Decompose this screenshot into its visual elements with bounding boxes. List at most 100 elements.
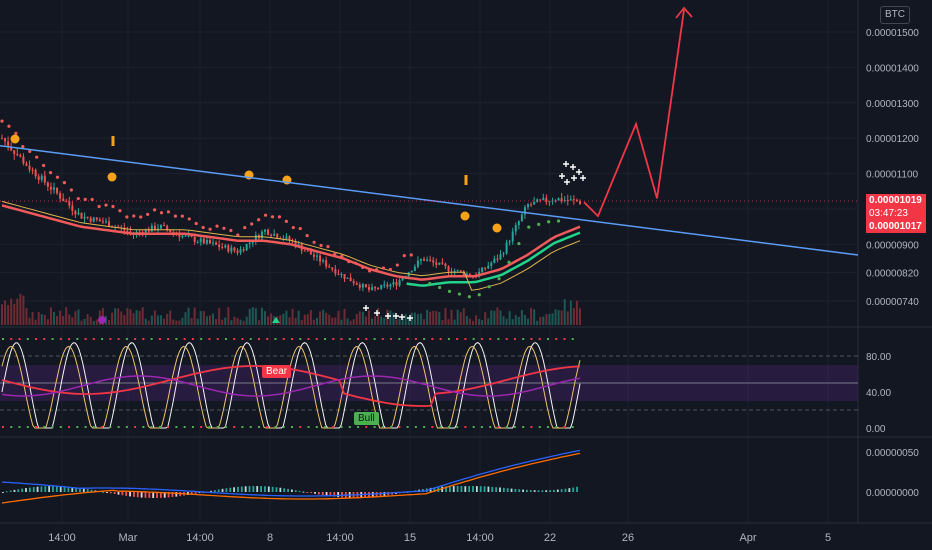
stoch-dot [101, 338, 104, 340]
volume-bar [108, 320, 111, 325]
macd-histogram-bar [522, 489, 524, 492]
volume-bar [548, 314, 551, 325]
sar-dot [14, 131, 18, 135]
volume-bar [279, 315, 282, 325]
stoch-dot [26, 426, 29, 428]
plus-marker [563, 161, 569, 167]
stoch-dot [150, 338, 153, 340]
macd-histogram-bar [159, 492, 162, 498]
stoch-dot [522, 426, 525, 428]
sar-dot [0, 119, 4, 123]
candle-body [147, 229, 150, 232]
volume-bar [260, 307, 263, 325]
macd-histogram-bar [32, 487, 35, 492]
plus-marker [393, 313, 399, 319]
macd-histogram-bar [210, 490, 212, 492]
candle-body [441, 262, 444, 264]
stoch-dot [274, 426, 277, 428]
time-tick-label: 14:00 [186, 532, 214, 544]
sar-dot [48, 171, 53, 175]
candle-body [566, 200, 569, 202]
time-tick-label: Apr [739, 532, 756, 544]
stoch-dot [423, 426, 426, 428]
candle-body [49, 186, 52, 190]
candle-body [65, 201, 68, 203]
signal-dot [107, 172, 117, 182]
sar-dot [42, 163, 46, 168]
volume-bar [520, 310, 523, 325]
volume-bar [453, 319, 456, 325]
stoch-dot [35, 426, 38, 428]
macd-histogram-bar [429, 487, 432, 492]
candle-body [46, 182, 49, 187]
stoch-dot [307, 338, 310, 340]
stoch-dot [125, 338, 128, 340]
volume-bar [248, 308, 251, 325]
candle-body [331, 267, 334, 270]
sar-dot [263, 213, 268, 217]
macd-histogram-bar [317, 492, 320, 495]
macd-histogram-bar [487, 486, 490, 492]
volume-bar [352, 319, 355, 325]
sar-dot [111, 204, 115, 209]
macd-histogram-bar [306, 492, 309, 493]
stoch-dot [439, 338, 442, 340]
macd-histogram-bar [55, 486, 58, 492]
candle-body [37, 176, 40, 180]
macd-histogram-bar [464, 486, 467, 492]
candle-body [169, 229, 172, 233]
sar-dot [319, 243, 323, 248]
macd-histogram-bar [460, 486, 463, 492]
candle-body [166, 225, 169, 230]
volume-bar [563, 299, 566, 325]
symbol-badge[interactable]: BTC [880, 6, 910, 24]
macd-histogram-bar [456, 486, 459, 492]
macd-histogram-bar [48, 486, 51, 492]
candle-body [239, 249, 242, 253]
candle-body [542, 197, 545, 200]
sar-dot [236, 233, 240, 237]
candle-body [89, 217, 92, 222]
volume-bar [257, 320, 260, 325]
volume-bar [46, 319, 49, 325]
stoch-dot [59, 338, 62, 340]
volume-bar [71, 317, 74, 325]
stoch-dot [2, 426, 4, 428]
volume-bar [175, 320, 178, 325]
volume-bar [59, 310, 62, 325]
volume-bar [514, 315, 517, 325]
macd-histogram-bar [572, 487, 575, 492]
candle-body [163, 225, 166, 227]
volume-bar [267, 316, 270, 325]
macd-histogram-bar [545, 490, 548, 492]
candle-body [325, 260, 328, 267]
macd-histogram-bar [40, 486, 43, 492]
macd-histogram-bar [483, 486, 486, 492]
stoch-dot [76, 426, 79, 428]
volume-bar [132, 313, 135, 325]
volume-bar [153, 310, 156, 325]
macd-histogram-bar [163, 492, 166, 498]
candle-body [202, 238, 205, 244]
volume-bar [25, 308, 28, 325]
volume-bar [441, 320, 444, 325]
macd-histogram-bar [106, 492, 108, 493]
candle-body [62, 198, 65, 202]
macd-histogram-bar [537, 490, 540, 492]
sar-dot [139, 215, 143, 219]
stoch-dot [530, 426, 533, 428]
sar-dot [457, 292, 462, 296]
stoch-dot [224, 338, 227, 340]
candle-body [337, 273, 340, 275]
sar-dot [28, 149, 32, 153]
stoch-dot [456, 338, 459, 340]
candle-body [309, 250, 312, 255]
volume-bar [328, 314, 331, 325]
sar-dot [497, 277, 501, 281]
stoch-dot [282, 426, 285, 428]
stoch-dot [513, 426, 516, 428]
sar-dot [284, 219, 288, 223]
volume-bar [575, 300, 578, 325]
volume-bar [343, 308, 346, 325]
